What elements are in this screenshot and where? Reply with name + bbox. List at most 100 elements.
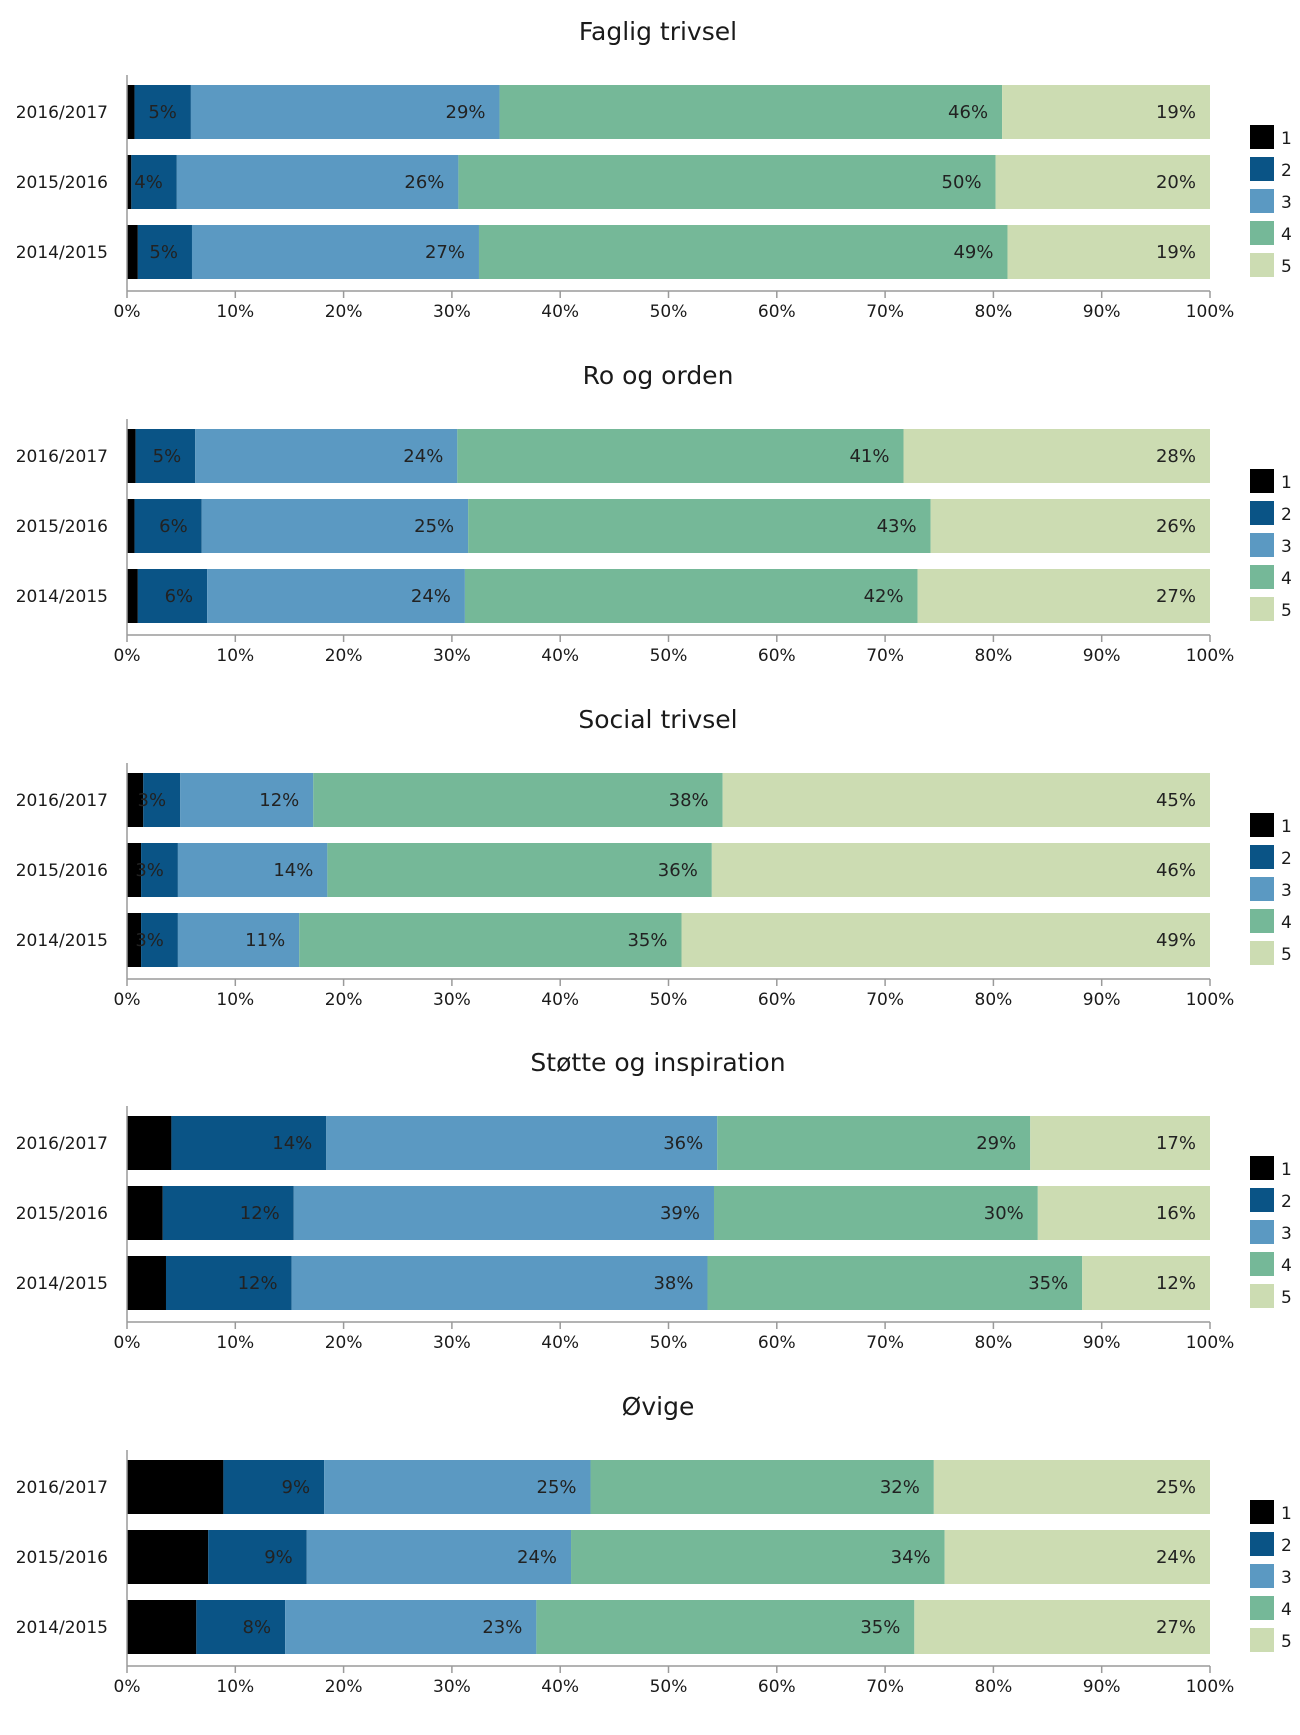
data-label: 12% — [238, 1273, 278, 1294]
bar-segment — [478, 225, 1008, 279]
legend-swatch — [1250, 221, 1274, 245]
data-label: 26% — [1156, 516, 1196, 537]
data-label: 28% — [1156, 446, 1196, 467]
legend-label: 5 — [1281, 257, 1292, 277]
bar-segment — [291, 1256, 708, 1311]
x-tick-label: 20% — [325, 1677, 363, 1697]
x-tick-label: 10% — [216, 1677, 254, 1697]
data-label: 12% — [240, 1203, 280, 1224]
data-label: 29% — [976, 1133, 1016, 1154]
bar-segment — [458, 155, 996, 209]
bar-segment — [903, 428, 1210, 483]
data-label: 9% — [264, 1547, 293, 1568]
bar-segment — [190, 85, 500, 139]
bar-segment — [713, 1186, 1038, 1241]
x-tick-label: 100% — [1186, 1333, 1235, 1353]
bar-segment — [717, 1116, 1031, 1171]
x-tick-label: 40% — [541, 302, 579, 322]
legend-swatch — [1250, 125, 1274, 149]
legend-label: 3 — [1281, 193, 1292, 213]
x-tick-label: 0% — [114, 1333, 141, 1353]
bar-segment — [468, 498, 931, 553]
data-label: 20% — [1156, 172, 1196, 193]
category-label: 2016/2017 — [16, 791, 108, 811]
bar-segment — [127, 842, 142, 897]
x-tick-label: 50% — [650, 646, 688, 666]
legend-swatch — [1250, 500, 1274, 525]
data-label: 5% — [153, 446, 182, 467]
bar-segment — [131, 155, 177, 209]
data-label: 24% — [411, 586, 451, 607]
data-label: 3% — [135, 860, 164, 881]
bar-segment — [127, 1116, 172, 1171]
x-tick-label: 100% — [1186, 990, 1235, 1010]
bar-segment — [177, 842, 328, 897]
bar-segment — [995, 155, 1210, 209]
x-tick-label: 60% — [758, 990, 796, 1010]
legend-swatch — [1250, 189, 1274, 213]
data-label: 24% — [517, 1547, 557, 1568]
bar-segment — [324, 1460, 591, 1515]
data-label: 35% — [860, 1617, 900, 1638]
legend-label: 4 — [1281, 1256, 1292, 1276]
chart-0: Faglig trivsel2016/20171%5%29%46%19%2015… — [16, 17, 1292, 322]
x-tick-label: 60% — [758, 1677, 796, 1697]
legend-label: 3 — [1281, 1224, 1292, 1244]
bar-segment — [134, 498, 202, 553]
bar-segment — [457, 428, 904, 483]
legend-label: 2 — [1281, 505, 1292, 525]
x-tick-label: 0% — [114, 302, 141, 322]
bar-segment — [137, 568, 208, 623]
legend-label: 4 — [1281, 1600, 1292, 1620]
legend-swatch — [1250, 1188, 1274, 1213]
data-label: 26% — [404, 172, 444, 193]
x-tick-label: 70% — [866, 1677, 904, 1697]
x-tick-label: 40% — [541, 646, 579, 666]
bar-segment — [536, 1600, 915, 1655]
bar-segment — [127, 1460, 224, 1515]
x-tick-label: 70% — [866, 990, 904, 1010]
x-tick-label: 40% — [541, 1677, 579, 1697]
bar-segment — [1030, 1116, 1210, 1171]
bar-segment — [143, 772, 181, 827]
bar-segment — [171, 1116, 327, 1171]
category-label: 2014/2015 — [16, 587, 108, 607]
chart-title: Støtte og inspiration — [530, 1048, 785, 1077]
x-tick-label: 0% — [114, 990, 141, 1010]
bar-segment — [176, 155, 459, 209]
data-label: 36% — [658, 860, 698, 881]
data-label: 29% — [446, 102, 486, 123]
data-label: 34% — [891, 1547, 931, 1568]
x-tick-label: 20% — [325, 646, 363, 666]
data-label: 19% — [1156, 102, 1196, 123]
legend-label: 4 — [1281, 569, 1292, 589]
x-tick-label: 80% — [975, 1333, 1013, 1353]
bar-segment — [223, 1460, 325, 1515]
data-label: 5% — [149, 242, 178, 263]
legend-swatch — [1250, 876, 1274, 901]
x-tick-label: 20% — [325, 302, 363, 322]
legend-label: 5 — [1281, 1632, 1292, 1652]
legend-label: 2 — [1281, 161, 1292, 181]
x-tick-label: 50% — [650, 1333, 688, 1353]
x-tick-label: 30% — [433, 1333, 471, 1353]
bar-segment — [1037, 1186, 1210, 1241]
x-tick-label: 80% — [975, 646, 1013, 666]
data-label: 39% — [660, 1203, 700, 1224]
chart-4: Øvige2016/20179%9%25%32%25%2015/20167%9%… — [16, 1392, 1292, 1697]
data-label: 27% — [425, 242, 465, 263]
x-tick-label: 10% — [216, 1333, 254, 1353]
legend-swatch — [1250, 1596, 1274, 1621]
category-label: 2015/2016 — [16, 173, 108, 193]
x-tick-label: 10% — [216, 990, 254, 1010]
bar-segment — [571, 1530, 945, 1585]
data-label: 17% — [1156, 1133, 1196, 1154]
bar-segment — [127, 568, 138, 623]
data-label: 3% — [135, 930, 164, 951]
x-tick-label: 90% — [1083, 990, 1121, 1010]
data-label: 46% — [1156, 860, 1196, 881]
bar-segment — [499, 85, 1003, 139]
legend-label: 4 — [1281, 225, 1292, 245]
legend-swatch — [1250, 157, 1274, 181]
chart-title: Social trivsel — [578, 705, 737, 734]
